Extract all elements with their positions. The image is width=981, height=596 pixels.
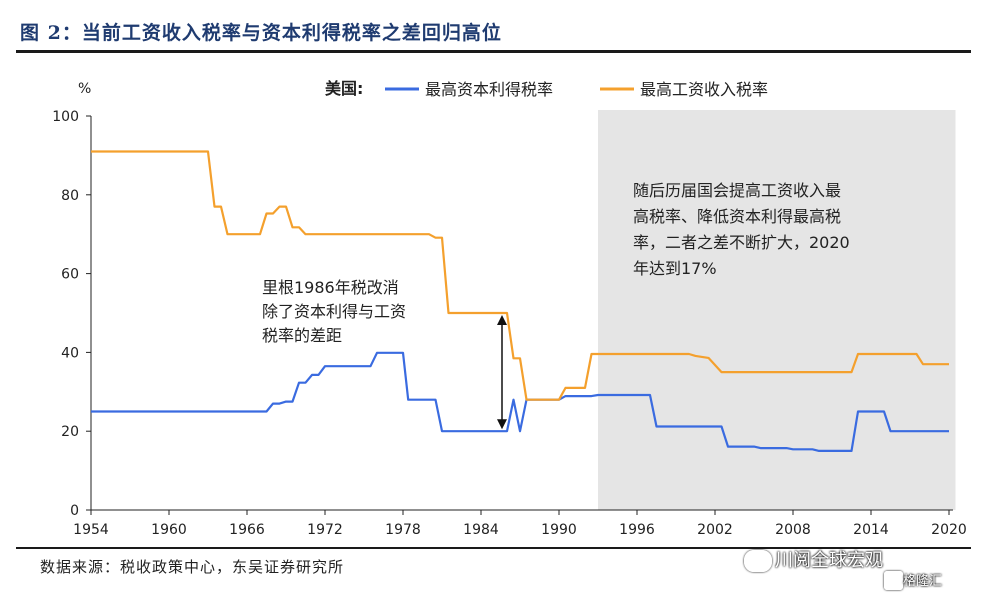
series-line-0 <box>91 351 949 452</box>
x-tick-label: 2002 <box>697 522 733 538</box>
axes: 0 20 40 60 80 100 1954 1960 1966 1972 1978 1984 1990… <box>52 109 967 538</box>
x-tick-label: 1960 <box>151 522 187 538</box>
watermark-gelonghui: 格隆汇 <box>903 574 943 589</box>
shaded-region <box>598 110 956 510</box>
legend-label-wage-income: 最高工资收入税率 <box>640 80 768 99</box>
annotation-reagan-line-1: 里根1986年税改消 <box>262 278 399 297</box>
y-tick-label: 60 <box>61 267 79 283</box>
legend-label-capital-gains: 最高资本利得税率 <box>425 80 553 99</box>
gelonghui-icon <box>884 571 903 590</box>
annotation-congress-line-2: 高税率、降低资本利得最高税 <box>633 207 841 226</box>
x-tick-label: 1984 <box>463 522 499 538</box>
x-tick-label: 1990 <box>541 522 577 538</box>
y-axis-unit: % <box>78 81 91 97</box>
y-tick-label: 80 <box>61 188 79 204</box>
series-line-1 <box>91 150 949 401</box>
gap-arrow <box>497 315 507 430</box>
x-tick-label: 1978 <box>385 522 421 538</box>
x-tick-label: 1972 <box>307 522 343 538</box>
x-tick-label: 2020 <box>931 522 967 538</box>
y-tick-label: 100 <box>52 109 79 125</box>
x-tick-label: 1954 <box>73 522 109 538</box>
legend: 美国: 最高资本利得税率 最高工资收入税率 <box>325 79 768 99</box>
annotation-reagan-line-3: 税率的差距 <box>262 326 342 345</box>
y-tick-label: 20 <box>61 424 79 440</box>
series-lines <box>91 150 949 452</box>
wechat-icon <box>744 550 772 572</box>
source-note: 数据来源：税收政策中心，东吴证券研究所 <box>40 558 345 576</box>
x-tick-label: 2008 <box>775 522 811 538</box>
y-tick-label: 0 <box>70 503 79 519</box>
title-rule <box>16 50 971 53</box>
figure-title: 图 2：当前工资收入税率与资本利得税率之差回归高位 <box>20 22 502 44</box>
annotation-congress-line-1: 随后历届国会提高工资收入最 <box>633 181 841 200</box>
annotation-congress-line-4: 年达到17% <box>633 259 717 278</box>
gap-arrow-head-up <box>497 315 507 325</box>
gap-arrow-head-down <box>497 419 507 430</box>
annotation-reagan-line-2: 除了资本利得与工资 <box>262 302 406 321</box>
legend-prefix: 美国: <box>325 79 363 98</box>
source-rule <box>16 547 971 549</box>
annotation-reagan: 里根1986年税改消 除了资本利得与工资 税率的差距 <box>262 278 406 345</box>
watermark: 川阅全球宏观 <box>775 550 883 571</box>
x-tick-label: 2014 <box>853 522 889 538</box>
x-tick-label: 1966 <box>229 522 265 538</box>
annotation-congress-line-3: 率，二者之差不断扩大，2020 <box>633 233 850 252</box>
x-tick-label: 1996 <box>619 522 655 538</box>
y-tick-label: 40 <box>61 345 79 361</box>
annotation-congress: 随后历届国会提高工资收入最 高税率、降低资本利得最高税 率，二者之差不断扩大，2… <box>633 181 850 278</box>
